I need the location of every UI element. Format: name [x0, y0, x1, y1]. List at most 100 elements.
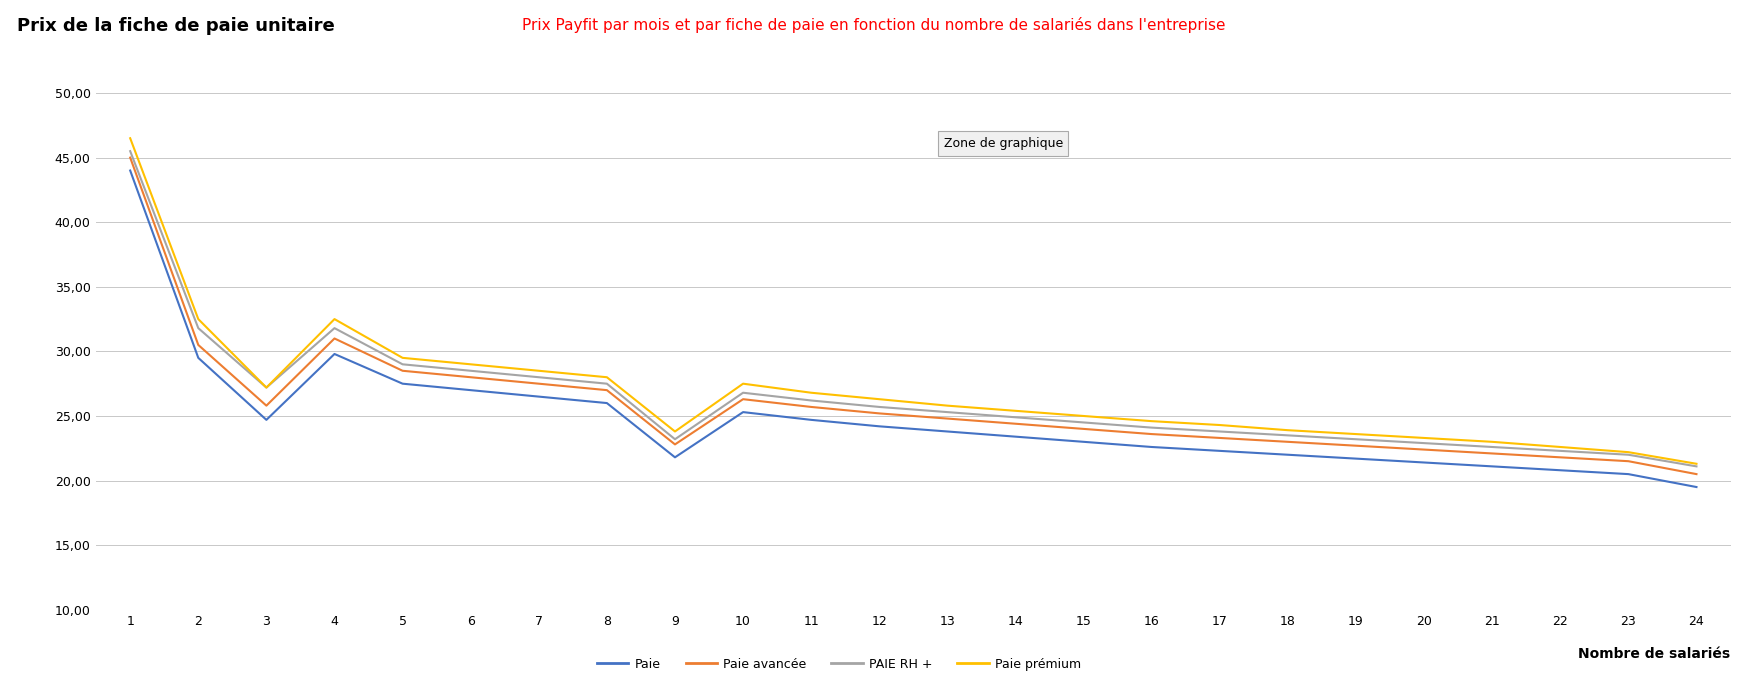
Paie avancée — [596, 386, 617, 394]
Paie prémium — [119, 134, 140, 143]
Line: Paie avancée: Paie avancée — [129, 158, 1697, 474]
Paie — [119, 166, 140, 174]
PAIE RH + — [187, 324, 208, 332]
PAIE RH + — [255, 383, 276, 391]
Line: PAIE RH +: PAIE RH + — [129, 151, 1697, 466]
Paie avancée — [255, 402, 276, 410]
PAIE RH + — [1278, 431, 1299, 440]
Paie avancée — [1210, 434, 1231, 442]
Paie avancée — [1346, 442, 1367, 450]
PAIE RH + — [1005, 413, 1026, 422]
Paie — [528, 393, 549, 401]
Paie — [664, 453, 685, 462]
PAIE RH + — [1414, 439, 1435, 447]
Text: Zone de graphique: Zone de graphique — [944, 137, 1063, 150]
Paie avancée — [1482, 449, 1503, 457]
PAIE RH + — [869, 403, 890, 411]
Paie — [255, 415, 276, 424]
Paie — [1210, 446, 1231, 455]
Paie prémium — [1073, 412, 1094, 420]
Paie prémium — [1482, 438, 1503, 446]
Paie — [801, 415, 822, 424]
Paie prémium — [732, 380, 753, 388]
Paie prémium — [1278, 426, 1299, 434]
Paie avancée — [1005, 420, 1026, 428]
Paie prémium — [460, 360, 481, 369]
Paie avancée — [187, 341, 208, 349]
Paie prémium — [1141, 417, 1162, 425]
Paie prémium — [869, 395, 890, 403]
PAIE RH + — [1687, 462, 1708, 471]
Paie prémium — [1210, 421, 1231, 429]
Paie prémium — [596, 373, 617, 381]
PAIE RH + — [937, 408, 958, 416]
Paie avancée — [460, 373, 481, 381]
Paie prémium — [255, 383, 276, 391]
PAIE RH + — [1550, 446, 1571, 455]
Paie avancée — [869, 409, 890, 418]
Text: Nombre de salariés: Nombre de salariés — [1578, 648, 1731, 661]
Paie prémium — [1550, 443, 1571, 451]
PAIE RH + — [1141, 424, 1162, 432]
Paie — [732, 408, 753, 416]
Paie — [1550, 466, 1571, 474]
Paie — [596, 399, 617, 407]
PAIE RH + — [664, 435, 685, 444]
Paie prémium — [1414, 434, 1435, 442]
PAIE RH + — [1073, 418, 1094, 426]
Paie avancée — [323, 334, 344, 342]
PAIE RH + — [596, 380, 617, 388]
PAIE RH + — [392, 360, 413, 369]
Paie avancée — [1550, 453, 1571, 462]
PAIE RH + — [323, 324, 344, 332]
Paie prémium — [801, 389, 822, 397]
Paie prémium — [937, 402, 958, 410]
Paie — [1005, 433, 1026, 441]
Paie — [1073, 438, 1094, 446]
Paie — [1687, 483, 1708, 491]
Paie avancée — [392, 367, 413, 375]
Paie — [460, 386, 481, 394]
Paie prémium — [392, 353, 413, 362]
Paie avancée — [119, 154, 140, 162]
Paie avancée — [1687, 470, 1708, 478]
Paie — [869, 422, 890, 431]
Paie avancée — [732, 395, 753, 403]
Paie prémium — [1619, 448, 1640, 456]
Paie — [937, 427, 958, 435]
Paie prémium — [323, 315, 344, 323]
PAIE RH + — [119, 147, 140, 155]
PAIE RH + — [1482, 443, 1503, 451]
PAIE RH + — [528, 373, 549, 381]
Paie avancée — [1141, 430, 1162, 438]
Paie prémium — [1687, 460, 1708, 468]
Paie prémium — [1346, 430, 1367, 438]
Paie avancée — [664, 440, 685, 449]
Paie — [1482, 462, 1503, 471]
Paie prémium — [664, 427, 685, 435]
Paie avancée — [1619, 457, 1640, 465]
Line: Paie: Paie — [129, 170, 1697, 487]
Text: Prix Payfit par mois et par fiche de paie en fonction du nombre de salariés dans: Prix Payfit par mois et par fiche de pai… — [523, 17, 1225, 33]
Paie — [1619, 470, 1640, 478]
Line: Paie prémium: Paie prémium — [129, 138, 1697, 464]
Legend: Paie, Paie avancée, PAIE RH +, Paie prémium: Paie, Paie avancée, PAIE RH +, Paie prém… — [593, 653, 1086, 676]
Paie — [1278, 451, 1299, 459]
Paie prémium — [1005, 407, 1026, 415]
Paie — [187, 353, 208, 362]
PAIE RH + — [732, 389, 753, 397]
Paie — [1414, 458, 1435, 466]
Paie avancée — [1073, 424, 1094, 433]
Paie — [1141, 443, 1162, 451]
Paie — [392, 380, 413, 388]
Paie — [1346, 455, 1367, 463]
Paie — [323, 350, 344, 358]
Paie prémium — [528, 367, 549, 375]
Paie avancée — [1414, 445, 1435, 453]
Paie avancée — [528, 380, 549, 388]
Paie avancée — [1278, 438, 1299, 446]
Paie avancée — [937, 414, 958, 422]
PAIE RH + — [1210, 427, 1231, 435]
PAIE RH + — [801, 396, 822, 404]
Text: Prix de la fiche de paie unitaire: Prix de la fiche de paie unitaire — [17, 17, 336, 35]
